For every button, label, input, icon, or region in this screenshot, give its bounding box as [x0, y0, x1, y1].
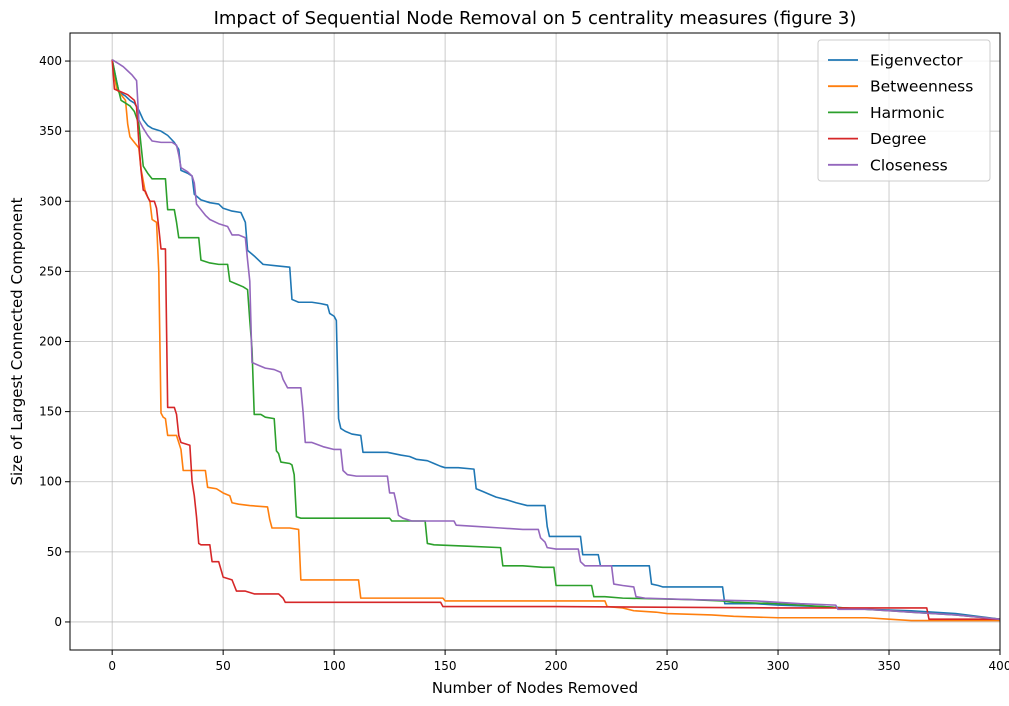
legend-entry-label: Betweenness	[870, 78, 973, 96]
y-tick-label: 0	[54, 615, 62, 629]
y-tick-label: 400	[39, 54, 62, 68]
grid	[70, 33, 1001, 650]
legend-entry-label: Harmonic	[870, 104, 945, 122]
legend-entry-label: Closeness	[870, 156, 948, 174]
series-lines	[111, 58, 1001, 622]
legend-entry-label: Degree	[870, 130, 926, 148]
x-tick-label: 200	[545, 659, 568, 673]
legend-box	[817, 39, 991, 182]
y-tick-label: 150	[39, 405, 62, 419]
y-tick-label: 200	[39, 335, 62, 349]
y-ticks: 0 50 100 150 200 250 300 350 400	[39, 54, 70, 629]
y-axis-label: Size of Largest Connected Component	[8, 197, 26, 485]
x-tick-label: 0	[108, 659, 116, 673]
x-axis-label: Number of Nodes Removed	[432, 679, 638, 697]
x-tick-label: 400	[989, 659, 1009, 673]
y-tick-label: 250	[39, 264, 62, 278]
y-tick-label: 50	[47, 545, 62, 559]
y-tick-label: 100	[39, 475, 62, 489]
x-tick-label: 300	[767, 659, 790, 673]
chart-title: Impact of Sequential Node Removal on 5 c…	[214, 8, 857, 29]
x-tick-label: 100	[323, 659, 346, 673]
y-tick-label: 350	[39, 124, 62, 138]
legend: Eigenvector Betweenness Harmonic Degree Clos…	[817, 39, 991, 182]
y-tick-label: 300	[39, 194, 62, 208]
x-tick-label: 50	[216, 659, 231, 673]
x-tick-label: 250	[656, 659, 679, 673]
x-tick-label: 150	[434, 659, 457, 673]
series-line-harmonic	[111, 59, 1001, 620]
series-line-degree	[111, 59, 1000, 620]
x-ticks: 0 50 100 150 200 250 300 350 400	[108, 650, 1009, 673]
series-line-closeness	[111, 58, 1001, 620]
series-line-betweenness	[111, 59, 1000, 622]
x-tick-label: 350	[878, 659, 901, 673]
legend-entry-label: Eigenvector	[870, 52, 963, 70]
